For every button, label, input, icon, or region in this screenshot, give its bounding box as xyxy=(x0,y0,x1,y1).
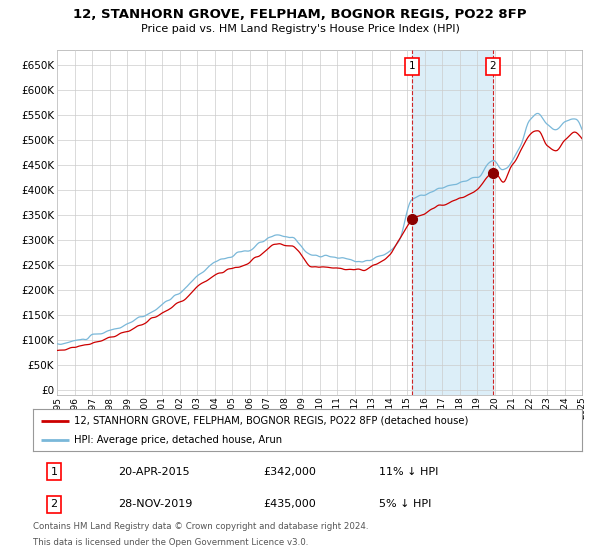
Text: 11% ↓ HPI: 11% ↓ HPI xyxy=(379,466,438,477)
Text: 5% ↓ HPI: 5% ↓ HPI xyxy=(379,499,431,509)
Text: 2: 2 xyxy=(490,62,496,71)
Text: £342,000: £342,000 xyxy=(263,466,316,477)
Text: Price paid vs. HM Land Registry's House Price Index (HPI): Price paid vs. HM Land Registry's House … xyxy=(140,24,460,34)
Text: Contains HM Land Registry data © Crown copyright and database right 2024.: Contains HM Land Registry data © Crown c… xyxy=(33,522,368,531)
Text: 20-APR-2015: 20-APR-2015 xyxy=(118,466,190,477)
Text: 28-NOV-2019: 28-NOV-2019 xyxy=(118,499,193,509)
Text: £435,000: £435,000 xyxy=(263,499,316,509)
Bar xyxy=(412,50,493,395)
Text: 12, STANHORN GROVE, FELPHAM, BOGNOR REGIS, PO22 8FP: 12, STANHORN GROVE, FELPHAM, BOGNOR REGI… xyxy=(73,8,527,21)
Text: 1: 1 xyxy=(409,62,416,71)
Text: This data is licensed under the Open Government Licence v3.0.: This data is licensed under the Open Gov… xyxy=(33,538,308,547)
Text: 12, STANHORN GROVE, FELPHAM, BOGNOR REGIS, PO22 8FP (detached house): 12, STANHORN GROVE, FELPHAM, BOGNOR REGI… xyxy=(74,416,469,426)
Text: HPI: Average price, detached house, Arun: HPI: Average price, detached house, Arun xyxy=(74,435,283,445)
Text: 1: 1 xyxy=(50,466,58,477)
Text: 2: 2 xyxy=(50,499,58,509)
